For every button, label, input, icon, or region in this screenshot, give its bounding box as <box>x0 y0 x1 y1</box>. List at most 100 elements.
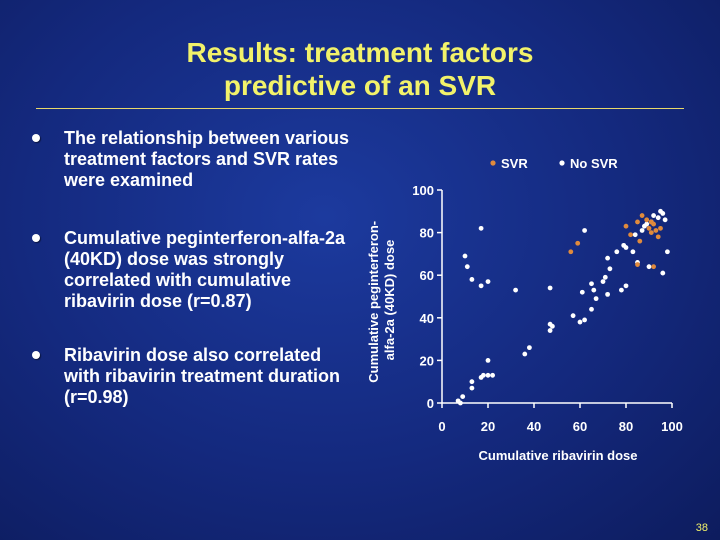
no-svr-point <box>607 266 613 272</box>
svr-point <box>575 240 581 246</box>
legend: SVR No SVR <box>490 156 618 171</box>
no-svr-point <box>460 394 466 400</box>
no-svr-point <box>602 274 608 280</box>
y-tick-label: 20 <box>420 353 434 368</box>
no-svr-point <box>462 253 468 259</box>
x-tick-label: 0 <box>438 419 445 434</box>
no-svr-point <box>651 213 656 218</box>
y-axis-title: Cumulative peginterferon- alfa-2a (40KD)… <box>366 217 397 382</box>
no-svr-point <box>481 372 486 378</box>
svr-point <box>637 238 643 244</box>
no-svr-point <box>485 279 491 284</box>
svr-point <box>568 249 574 255</box>
svr-point <box>635 262 640 267</box>
legend-svr-marker <box>490 160 496 166</box>
data-points <box>455 208 670 406</box>
bullet-dot-icon <box>32 351 40 359</box>
svr-point <box>646 225 652 231</box>
no-svr-point <box>469 277 475 282</box>
no-svr-point <box>527 345 532 351</box>
no-svr-point <box>605 255 610 261</box>
no-svr-point <box>619 287 624 293</box>
no-svr-point <box>490 372 495 378</box>
svr-point <box>639 213 645 218</box>
no-svr-point <box>660 270 666 276</box>
no-svr-point <box>469 385 475 391</box>
no-svr-point <box>665 249 670 255</box>
svr-point <box>651 264 656 270</box>
no-svr-point <box>630 249 636 255</box>
no-svr-point <box>662 217 668 223</box>
no-svr-point <box>593 296 599 302</box>
no-svr-point <box>522 351 528 357</box>
no-svr-point <box>513 287 518 293</box>
no-svr-point <box>632 232 638 238</box>
y-tick-label: 60 <box>420 268 434 283</box>
bullet-item: Ribavirin dose also correlated with riba… <box>30 345 360 408</box>
bullet-dot-icon <box>32 234 40 242</box>
no-svr-point <box>623 245 629 250</box>
no-svr-point <box>485 358 491 363</box>
axes: 0 20 40 60 80 100 0 20 40 60 80 100 <box>412 183 683 434</box>
y-tick-label: 80 <box>420 226 434 241</box>
x-tick-label: 80 <box>619 419 633 434</box>
bullet-list: The relationship between various treatme… <box>30 128 360 408</box>
svr-point <box>653 228 659 233</box>
no-svr-point <box>464 264 470 270</box>
bullet-text: Ribavirin dose also correlated with riba… <box>64 345 341 407</box>
legend-no-svr-label: No SVR <box>570 156 618 171</box>
no-svr-point <box>547 328 553 333</box>
svr-point <box>648 230 654 236</box>
no-svr-point <box>570 313 576 319</box>
svr-point <box>628 232 633 238</box>
no-svr-point <box>644 221 650 227</box>
no-svr-point <box>478 225 484 231</box>
y-tick-label: 0 <box>427 396 434 411</box>
no-svr-point <box>550 323 555 329</box>
bullet-item: The relationship between various treatme… <box>30 128 360 191</box>
no-svr-point <box>660 211 666 216</box>
no-svr-point <box>623 283 629 289</box>
no-svr-point <box>582 228 587 233</box>
no-svr-point <box>655 215 661 221</box>
no-svr-point <box>469 379 475 385</box>
y-axis-title-line-1: Cumulative peginterferon- <box>366 221 381 383</box>
x-axis-title: Cumulative ribavirin dose <box>479 448 638 463</box>
slide-title-line-2: predictive of an SVR <box>223 70 497 101</box>
no-svr-point <box>600 279 606 284</box>
svr-point <box>648 219 654 225</box>
no-svr-point <box>455 398 461 404</box>
title-divider <box>36 108 684 109</box>
no-svr-point <box>591 287 597 293</box>
svr-point <box>644 217 650 223</box>
svr-point <box>655 234 661 240</box>
no-svr-point <box>605 291 610 297</box>
no-svr-point <box>579 289 585 295</box>
legend-svr-label: SVR <box>501 156 528 171</box>
svr-point <box>623 223 629 229</box>
no-svr-point <box>547 285 553 291</box>
bullet-text: Cumulative peginterferon-alfa-2a (40KD) … <box>64 228 346 311</box>
y-tick-label: 40 <box>420 311 434 326</box>
svr-point <box>635 219 640 225</box>
legend-no-svr-marker <box>559 160 565 166</box>
no-svr-point <box>582 317 587 323</box>
y-tick-label: 100 <box>412 183 434 198</box>
bullet-dot-icon <box>32 134 40 142</box>
slide-title: Results: treatment factors predictive of… <box>0 36 720 102</box>
no-svr-point <box>639 228 645 233</box>
y-axis-title-line-2: alfa-2a (40KD) dose <box>382 240 397 361</box>
x-tick-label: 40 <box>527 419 541 434</box>
page-number: 38 <box>695 522 708 534</box>
no-svr-point <box>485 372 491 378</box>
no-svr-point <box>614 249 620 255</box>
no-svr-point <box>589 281 594 287</box>
no-svr-point <box>646 264 652 270</box>
no-svr-point <box>589 306 594 312</box>
bullet-text: The relationship between various treatme… <box>64 128 350 190</box>
x-tick-label: 60 <box>573 419 587 434</box>
svr-point <box>658 225 663 231</box>
no-svr-point <box>577 319 583 325</box>
slide-title-line-1: Results: treatment factors <box>186 37 534 68</box>
